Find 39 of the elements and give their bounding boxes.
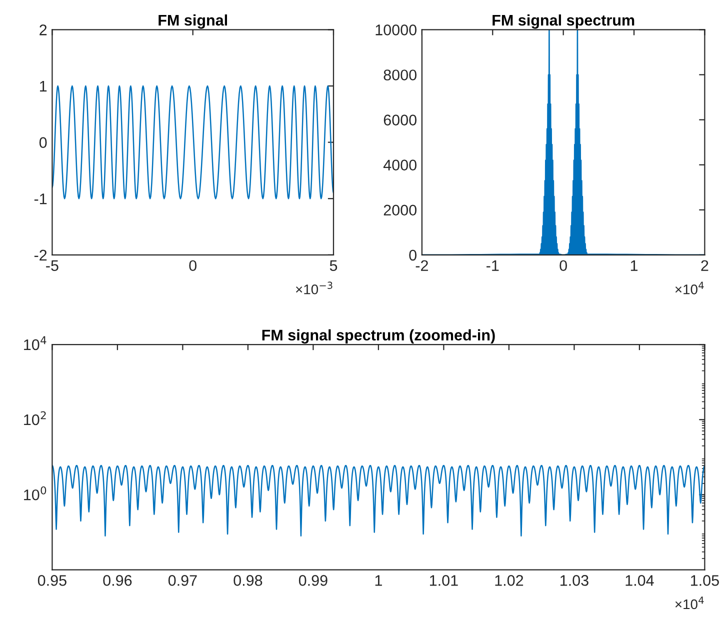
x-tick-label: 0.95 — [38, 575, 66, 586]
x-tick-label: 2 — [701, 260, 708, 271]
y-tick-label: 4000 — [383, 160, 416, 171]
y-tick-label: 6000 — [384, 114, 416, 126]
chart-title: FM signal spectrum — [492, 14, 634, 29]
text: ×10$^{4}$ — [675, 282, 704, 294]
y-tick-label: 10$^{2}$ — [24, 411, 46, 426]
y-tick-label: 2000 — [384, 204, 416, 216]
y-tick-label: 10$^{4}$ — [24, 336, 46, 350]
x-tick-label: 1 — [375, 575, 382, 586]
x-tick-label: 0.99 — [298, 575, 328, 586]
chart-title: FM signal spectrum (zoomed-in) — [262, 329, 495, 344]
x-tick-label: 1.03 — [560, 575, 588, 586]
x-tick-label: 5 — [330, 260, 338, 272]
chart-title: FM signal — [158, 14, 227, 29]
x-tick-label: 1.05 — [691, 575, 719, 586]
y-tick-label: -2 — [34, 250, 47, 260]
text: ×10$^{−3}$ — [296, 282, 332, 294]
x-tick-label: 1.01 — [430, 575, 458, 586]
y-tick-label: 0 — [39, 137, 47, 148]
x-tick-label: 0 — [560, 260, 567, 272]
y-tick-label: 10000 — [376, 24, 416, 36]
y-tick-label: 10$^{0}$ — [24, 486, 46, 500]
y-tick-label: 0 — [409, 250, 416, 261]
y-tick-label: -1 — [34, 194, 47, 204]
x-tick-label: 0.98 — [234, 575, 262, 586]
x-tick-label: 1.04 — [626, 575, 654, 586]
y-tick-label: 2 — [40, 24, 47, 36]
x-tick-label: -1 — [486, 260, 499, 271]
x-tick-label: 1 — [630, 260, 638, 271]
x-tick-label: -2 — [416, 260, 428, 271]
x-tick-label: 0.96 — [103, 575, 132, 586]
x-tick-label: -5 — [46, 260, 58, 272]
y-tick-label: 1 — [40, 81, 47, 92]
text: ×10$^{4}$ — [675, 596, 704, 610]
x-tick-label: 0 — [189, 260, 196, 272]
y-tick-label: 8000 — [384, 70, 416, 80]
x-tick-label: 0.97 — [168, 575, 197, 586]
x-tick-label: 1.02 — [495, 575, 524, 586]
